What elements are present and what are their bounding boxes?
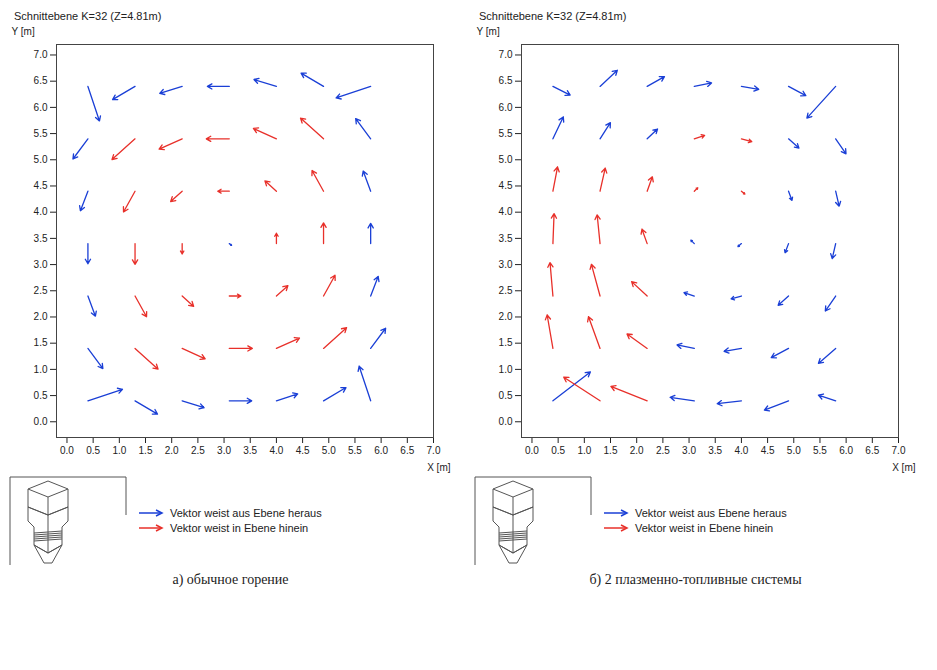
svg-text:6.5: 6.5 <box>865 445 879 456</box>
svg-text:1.5: 1.5 <box>604 445 618 456</box>
svg-text:2.5: 2.5 <box>34 285 48 296</box>
svg-text:1.5: 1.5 <box>139 445 153 456</box>
svg-text:4.5: 4.5 <box>296 445 310 456</box>
svg-text:0.5: 0.5 <box>86 445 100 456</box>
svg-text:5.5: 5.5 <box>499 128 513 139</box>
svg-text:6.5: 6.5 <box>400 445 414 456</box>
svg-text:1.0: 1.0 <box>499 364 513 375</box>
svg-text:5.5: 5.5 <box>348 445 362 456</box>
svg-text:0.5: 0.5 <box>34 390 48 401</box>
svg-text:1.5: 1.5 <box>34 337 48 348</box>
svg-text:6.0: 6.0 <box>34 102 48 113</box>
svg-text:4.0: 4.0 <box>734 445 748 456</box>
html-text:а) обычное горение: а) обычное горение <box>172 572 289 587</box>
svg-text:1.0: 1.0 <box>112 445 126 456</box>
svg-text:5.5: 5.5 <box>813 445 827 456</box>
svg-text:Y [m]: Y [m] <box>12 26 35 37</box>
svg-text:6.0: 6.0 <box>499 102 513 113</box>
svg-text:1.0: 1.0 <box>34 364 48 375</box>
svg-text:4.0: 4.0 <box>269 445 283 456</box>
svg-text:2.5: 2.5 <box>656 445 670 456</box>
svg-text:3.0: 3.0 <box>682 445 696 456</box>
svg-text:Y [m]: Y [m] <box>477 26 500 37</box>
svg-text:0.0: 0.0 <box>499 416 513 427</box>
svg-text:3.0: 3.0 <box>217 445 231 456</box>
svg-text:5.5: 5.5 <box>34 128 48 139</box>
html-text:б) 2 плазменно-топливные систе: б) 2 плазменно-топливные системы <box>589 572 802 587</box>
svg-text:3.5: 3.5 <box>34 233 48 244</box>
html-text:Vektor weist in Ebene hinein: Vektor weist in Ebene hinein <box>170 522 309 534</box>
svg-text:2.0: 2.0 <box>34 311 48 322</box>
svg-text:5.0: 5.0 <box>787 445 801 456</box>
html-text:Vektor weist aus Ebene heraus: Vektor weist aus Ebene heraus <box>170 507 322 519</box>
svg-text:5.0: 5.0 <box>322 445 336 456</box>
html-text:Schnittebene K=32 (Z=4.81m): Schnittebene K=32 (Z=4.81m) <box>14 10 162 22</box>
svg-text:7.0: 7.0 <box>892 445 906 456</box>
svg-text:6.5: 6.5 <box>34 75 48 86</box>
svg-text:5.0: 5.0 <box>499 154 513 165</box>
svg-text:1.0: 1.0 <box>577 445 591 456</box>
svg-text:6.0: 6.0 <box>839 445 853 456</box>
svg-text:X [m]: X [m] <box>892 462 916 473</box>
svg-text:0.5: 0.5 <box>551 445 565 456</box>
svg-text:2.5: 2.5 <box>191 445 205 456</box>
svg-text:2.5: 2.5 <box>499 285 513 296</box>
svg-text:4.0: 4.0 <box>499 206 513 217</box>
svg-text:0.5: 0.5 <box>499 390 513 401</box>
svg-text:X [m]: X [m] <box>427 462 451 473</box>
svg-text:5.0: 5.0 <box>34 154 48 165</box>
svg-text:3.0: 3.0 <box>499 259 513 270</box>
svg-text:1.5: 1.5 <box>499 337 513 348</box>
svg-text:7.0: 7.0 <box>499 49 513 60</box>
html-text:Schnittebene K=32 (Z=4.81m): Schnittebene K=32 (Z=4.81m) <box>479 10 627 22</box>
svg-text:0.0: 0.0 <box>34 416 48 427</box>
svg-text:2.0: 2.0 <box>630 445 644 456</box>
svg-text:4.5: 4.5 <box>499 180 513 191</box>
svg-text:0.0: 0.0 <box>525 445 539 456</box>
svg-text:7.0: 7.0 <box>34 49 48 60</box>
svg-text:3.5: 3.5 <box>708 445 722 456</box>
svg-text:2.0: 2.0 <box>165 445 179 456</box>
svg-text:3.5: 3.5 <box>499 233 513 244</box>
svg-text:6.5: 6.5 <box>499 75 513 86</box>
svg-text:4.5: 4.5 <box>761 445 775 456</box>
svg-text:6.0: 6.0 <box>374 445 388 456</box>
svg-text:4.0: 4.0 <box>34 206 48 217</box>
svg-text:3.5: 3.5 <box>243 445 257 456</box>
svg-text:7.0: 7.0 <box>427 445 441 456</box>
svg-text:0.0: 0.0 <box>60 445 74 456</box>
svg-text:4.5: 4.5 <box>34 180 48 191</box>
svg-text:3.0: 3.0 <box>34 259 48 270</box>
html-text:Vektor weist in Ebene hinein: Vektor weist in Ebene hinein <box>635 522 774 534</box>
svg-text:2.0: 2.0 <box>499 311 513 322</box>
html-text:Vektor weist aus Ebene heraus: Vektor weist aus Ebene heraus <box>635 507 787 519</box>
